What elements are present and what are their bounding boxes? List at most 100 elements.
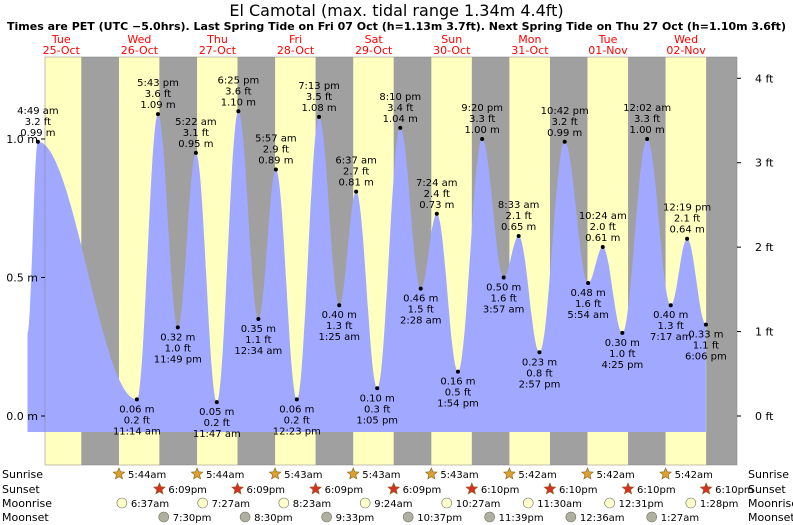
tide-metres-label: 0.89 m <box>258 155 293 166</box>
tide-metres-label: 0.46 m <box>403 294 438 305</box>
sunrise-time: 5:42am <box>675 470 713 481</box>
tide-point <box>155 112 160 117</box>
tide-point <box>685 236 690 241</box>
tide-metres-label: 1.08 m <box>301 103 336 114</box>
tide-feet-label: 1.5 ft <box>408 305 434 316</box>
sunset-icon <box>621 482 635 495</box>
sunset-time: 6:10pm <box>481 485 520 496</box>
sunset-time: 6:09pm <box>168 485 207 496</box>
tide-time-label: 4:49 am <box>17 106 59 117</box>
row-label-right: Sunrise <box>748 468 789 481</box>
moonrise-time: 8:23am <box>293 499 331 510</box>
tide-feet-label: 1.1 ft <box>693 341 719 352</box>
row-label-right: Moonrise <box>748 497 793 510</box>
tide-curve <box>27 111 706 433</box>
tide-time-label: 12:34 am <box>234 346 282 357</box>
moonset-time: 10:37pm <box>417 513 462 524</box>
moonset-row: 7:30pm 8:30pm 9:33pm 10:37pm 11:39pm 12:36am 1… <box>158 511 699 524</box>
tide-point <box>516 233 521 238</box>
day-label-date: 31-Oct <box>511 44 549 57</box>
tide-time-label: 11:14 am <box>113 426 161 437</box>
sunrise-row: 5:44am 5:44am 5:43am 5:43am 5:43am 5:42am 5:42… <box>112 467 713 481</box>
sunrise-time: 5:42am <box>518 470 556 481</box>
moonrise-icon <box>604 497 615 509</box>
sunrise-icon <box>112 467 126 480</box>
moonrise-icon <box>197 497 208 509</box>
moonrise-icon <box>441 497 453 509</box>
sunset-time: 6:10pm <box>715 485 754 496</box>
tide-time-label: 12:23 pm <box>273 426 321 437</box>
tide-time-label: 5:54 am <box>567 310 609 321</box>
day-label-date: 28-Oct <box>277 44 315 57</box>
tide-metres-label: 0.99 m <box>547 128 582 139</box>
tide-point <box>35 139 40 144</box>
tide-time-label: 11:47 am <box>193 429 241 440</box>
tide-point <box>645 137 650 141</box>
tide-point <box>214 400 219 405</box>
sunrise-time: 5:44am <box>206 470 244 481</box>
moonrise-icon <box>522 497 534 509</box>
tide-time-label: 5:43 pm <box>137 78 179 89</box>
sunrise-icon <box>268 467 282 480</box>
tide-point <box>193 150 198 155</box>
tide-point <box>455 369 460 374</box>
plot-frame <box>44 56 738 466</box>
sunrise-icon <box>190 467 204 480</box>
moonset-icon <box>158 511 170 523</box>
tide-point <box>501 275 506 280</box>
tide-time-label: 6:37 am <box>335 156 377 167</box>
row-label-left: Sunrise <box>2 468 43 481</box>
tide-metres-label: 1.04 m <box>383 114 418 125</box>
tide-time-label: 12:02 am <box>623 103 671 114</box>
day-label-weekday: Thu <box>206 33 228 46</box>
tide-feet-label: 3.6 ft <box>145 89 171 100</box>
tide-metres-label: 0.65 m <box>501 222 536 233</box>
day-label-date: 02-Nov <box>666 44 706 57</box>
tide-feet-label: 0.5 ft <box>445 388 471 399</box>
tide-point <box>668 303 673 308</box>
tide-point <box>620 330 625 335</box>
day-label-date: 01-Nov <box>588 44 628 57</box>
moonrise-time: 12:31pm <box>619 499 664 510</box>
tide-metres-label: 0.30 m <box>605 338 640 349</box>
tide-metres-label: 0.95 m <box>178 139 213 150</box>
day-label-weekday: Mon <box>518 33 541 46</box>
tide-time-label: 8:33 am <box>498 200 540 211</box>
moonrise-icon <box>278 497 290 509</box>
tide-point <box>562 139 567 144</box>
tide-time-label: 5:57 am <box>255 133 297 144</box>
sunrise-icon <box>659 467 673 480</box>
tide-feet-label: 0.2 ft <box>204 418 230 429</box>
sunrise-icon <box>581 467 594 480</box>
day-label-weekday: Wed <box>674 33 698 46</box>
tide-feet-label: 2.7 ft <box>343 167 369 178</box>
tide-metres-label: 0.40 m <box>322 310 357 321</box>
sunrise-icon <box>502 467 516 480</box>
day-label-date: 27-Oct <box>199 44 237 57</box>
chart-subtitle: Times are PET (UTC −5.0hrs). Last Spring… <box>7 20 786 33</box>
moonset-time: 12:36am <box>580 513 625 524</box>
moonset-icon <box>321 511 332 523</box>
tide-feet-label: 0.3 ft <box>364 404 390 415</box>
tide-time-label: 4:25 pm <box>601 360 643 371</box>
tide-feet-label: 2.9 ft <box>263 144 289 155</box>
tide-time-label: 7:24 am <box>416 178 458 189</box>
tide-metres-label: 0.40 m <box>653 310 688 321</box>
tide-point <box>537 350 542 355</box>
tide-point <box>375 386 380 391</box>
tide-point <box>600 245 605 250</box>
tide-time-label: 7:17 am <box>650 332 692 343</box>
tide-metres-label: 0.32 m <box>160 332 195 343</box>
y-axis-left-tick-label: 0.5 m <box>6 272 38 285</box>
tide-time-label: 2:57 pm <box>519 379 561 390</box>
moonrise-time: 7:27am <box>212 499 250 510</box>
tide-metres-label: 0.06 m <box>279 404 314 415</box>
sunset-time: 6:09pm <box>325 485 364 496</box>
tide-point <box>480 137 485 141</box>
tide-feet-label: 1.6 ft <box>490 294 516 305</box>
tide-metres-label: 1.10 m <box>221 97 256 108</box>
tide-feet-label: 3.2 ft <box>25 117 51 128</box>
tide-point <box>354 189 359 194</box>
tide-point <box>273 167 278 172</box>
row-label-left: Moonrise <box>2 497 52 510</box>
